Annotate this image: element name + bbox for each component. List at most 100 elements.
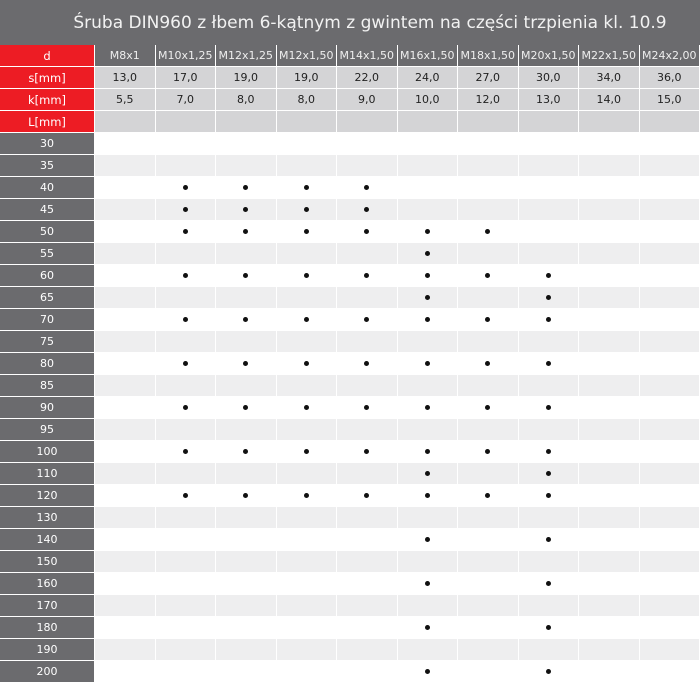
k-value: 13,0: [519, 89, 580, 111]
availability-dot-icon: [183, 405, 188, 410]
availability-dot-icon: [304, 273, 309, 278]
table-cell: [95, 617, 156, 639]
table-cell: [640, 155, 700, 177]
table-cell: [277, 419, 338, 441]
table-cell: [579, 485, 640, 507]
table-cell: [156, 155, 217, 177]
table-cell: [337, 375, 398, 397]
table-cell: [216, 155, 277, 177]
table-cell: [156, 265, 217, 287]
table-cell: [156, 419, 217, 441]
table-cell: [579, 397, 640, 419]
table-cell: [640, 375, 700, 397]
table-cell: [398, 265, 459, 287]
table-cell: [216, 573, 277, 595]
table-cell: [458, 287, 519, 309]
table-cell: [337, 331, 398, 353]
table-cell: [519, 485, 580, 507]
availability-dot-icon: [364, 361, 369, 366]
availability-dot-icon: [425, 251, 430, 256]
table-cell: [519, 529, 580, 551]
table-cell: [519, 353, 580, 375]
length-label: 30: [0, 133, 95, 155]
table-cell: [337, 397, 398, 419]
table-cell: [337, 529, 398, 551]
availability-dot-icon: [546, 449, 551, 454]
availability-dot-icon: [364, 229, 369, 234]
table-cell: [640, 463, 700, 485]
table-cell: [337, 617, 398, 639]
k-value: 15,0: [640, 89, 700, 111]
availability-dot-icon: [243, 207, 248, 212]
table-cell: [277, 485, 338, 507]
availability-dot-icon: [183, 207, 188, 212]
table-cell: [640, 551, 700, 573]
table-cell: [579, 199, 640, 221]
table-cell: [579, 353, 640, 375]
table-cell: [337, 551, 398, 573]
availability-dot-icon: [425, 295, 430, 300]
availability-dot-icon: [485, 449, 490, 454]
table-cell: [579, 243, 640, 265]
availability-dot-icon: [183, 361, 188, 366]
table-cell: [216, 639, 277, 661]
table-cell: [640, 639, 700, 661]
availability-dot-icon: [546, 471, 551, 476]
table-cell: [640, 419, 700, 441]
empty-cell: [95, 111, 156, 133]
table-cell: [95, 155, 156, 177]
table-cell: [95, 639, 156, 661]
table-cell: [216, 265, 277, 287]
table-cell: [277, 287, 338, 309]
table-cell: [458, 419, 519, 441]
empty-cell: [398, 111, 459, 133]
size-header: M24x2,00: [640, 45, 700, 67]
size-header: M20x1,50: [519, 45, 580, 67]
empty-cell: [156, 111, 217, 133]
table-cell: [579, 309, 640, 331]
table-cell: [398, 331, 459, 353]
table-cell: [216, 199, 277, 221]
availability-dot-icon: [364, 207, 369, 212]
availability-dot-icon: [183, 317, 188, 322]
table-cell: [640, 595, 700, 617]
table-cell: [156, 529, 217, 551]
availability-dot-icon: [546, 295, 551, 300]
table-cell: [156, 309, 217, 331]
table-cell: [458, 529, 519, 551]
table-cell: [337, 507, 398, 529]
table-cell: [277, 397, 338, 419]
table-cell: [156, 463, 217, 485]
table-cell: [95, 595, 156, 617]
availability-dot-icon: [425, 361, 430, 366]
table-cell: [95, 397, 156, 419]
table-cell: [519, 463, 580, 485]
table-cell: [458, 309, 519, 331]
table-cell: [458, 595, 519, 617]
length-label: 130: [0, 507, 95, 529]
table-cell: [398, 155, 459, 177]
availability-dot-icon: [364, 405, 369, 410]
table-cell: [95, 551, 156, 573]
L-label: L[mm]: [0, 111, 95, 133]
table-cell: [156, 353, 217, 375]
table-cell: [277, 199, 338, 221]
availability-dot-icon: [364, 273, 369, 278]
table-cell: [579, 265, 640, 287]
table-title: Śruba DIN960 z łbem 6-kątnym z gwintem n…: [0, 0, 700, 45]
table-cell: [277, 243, 338, 265]
table-cell: [216, 441, 277, 463]
availability-dot-icon: [425, 471, 430, 476]
availability-dot-icon: [364, 449, 369, 454]
table-cell: [337, 133, 398, 155]
s-value: 34,0: [579, 67, 640, 89]
s-value: 19,0: [216, 67, 277, 89]
table-cell: [640, 243, 700, 265]
table-cell: [277, 617, 338, 639]
table-cell: [579, 287, 640, 309]
table-cell: [398, 199, 459, 221]
table-cell: [398, 617, 459, 639]
s-value: 22,0: [337, 67, 398, 89]
table-cell: [458, 397, 519, 419]
